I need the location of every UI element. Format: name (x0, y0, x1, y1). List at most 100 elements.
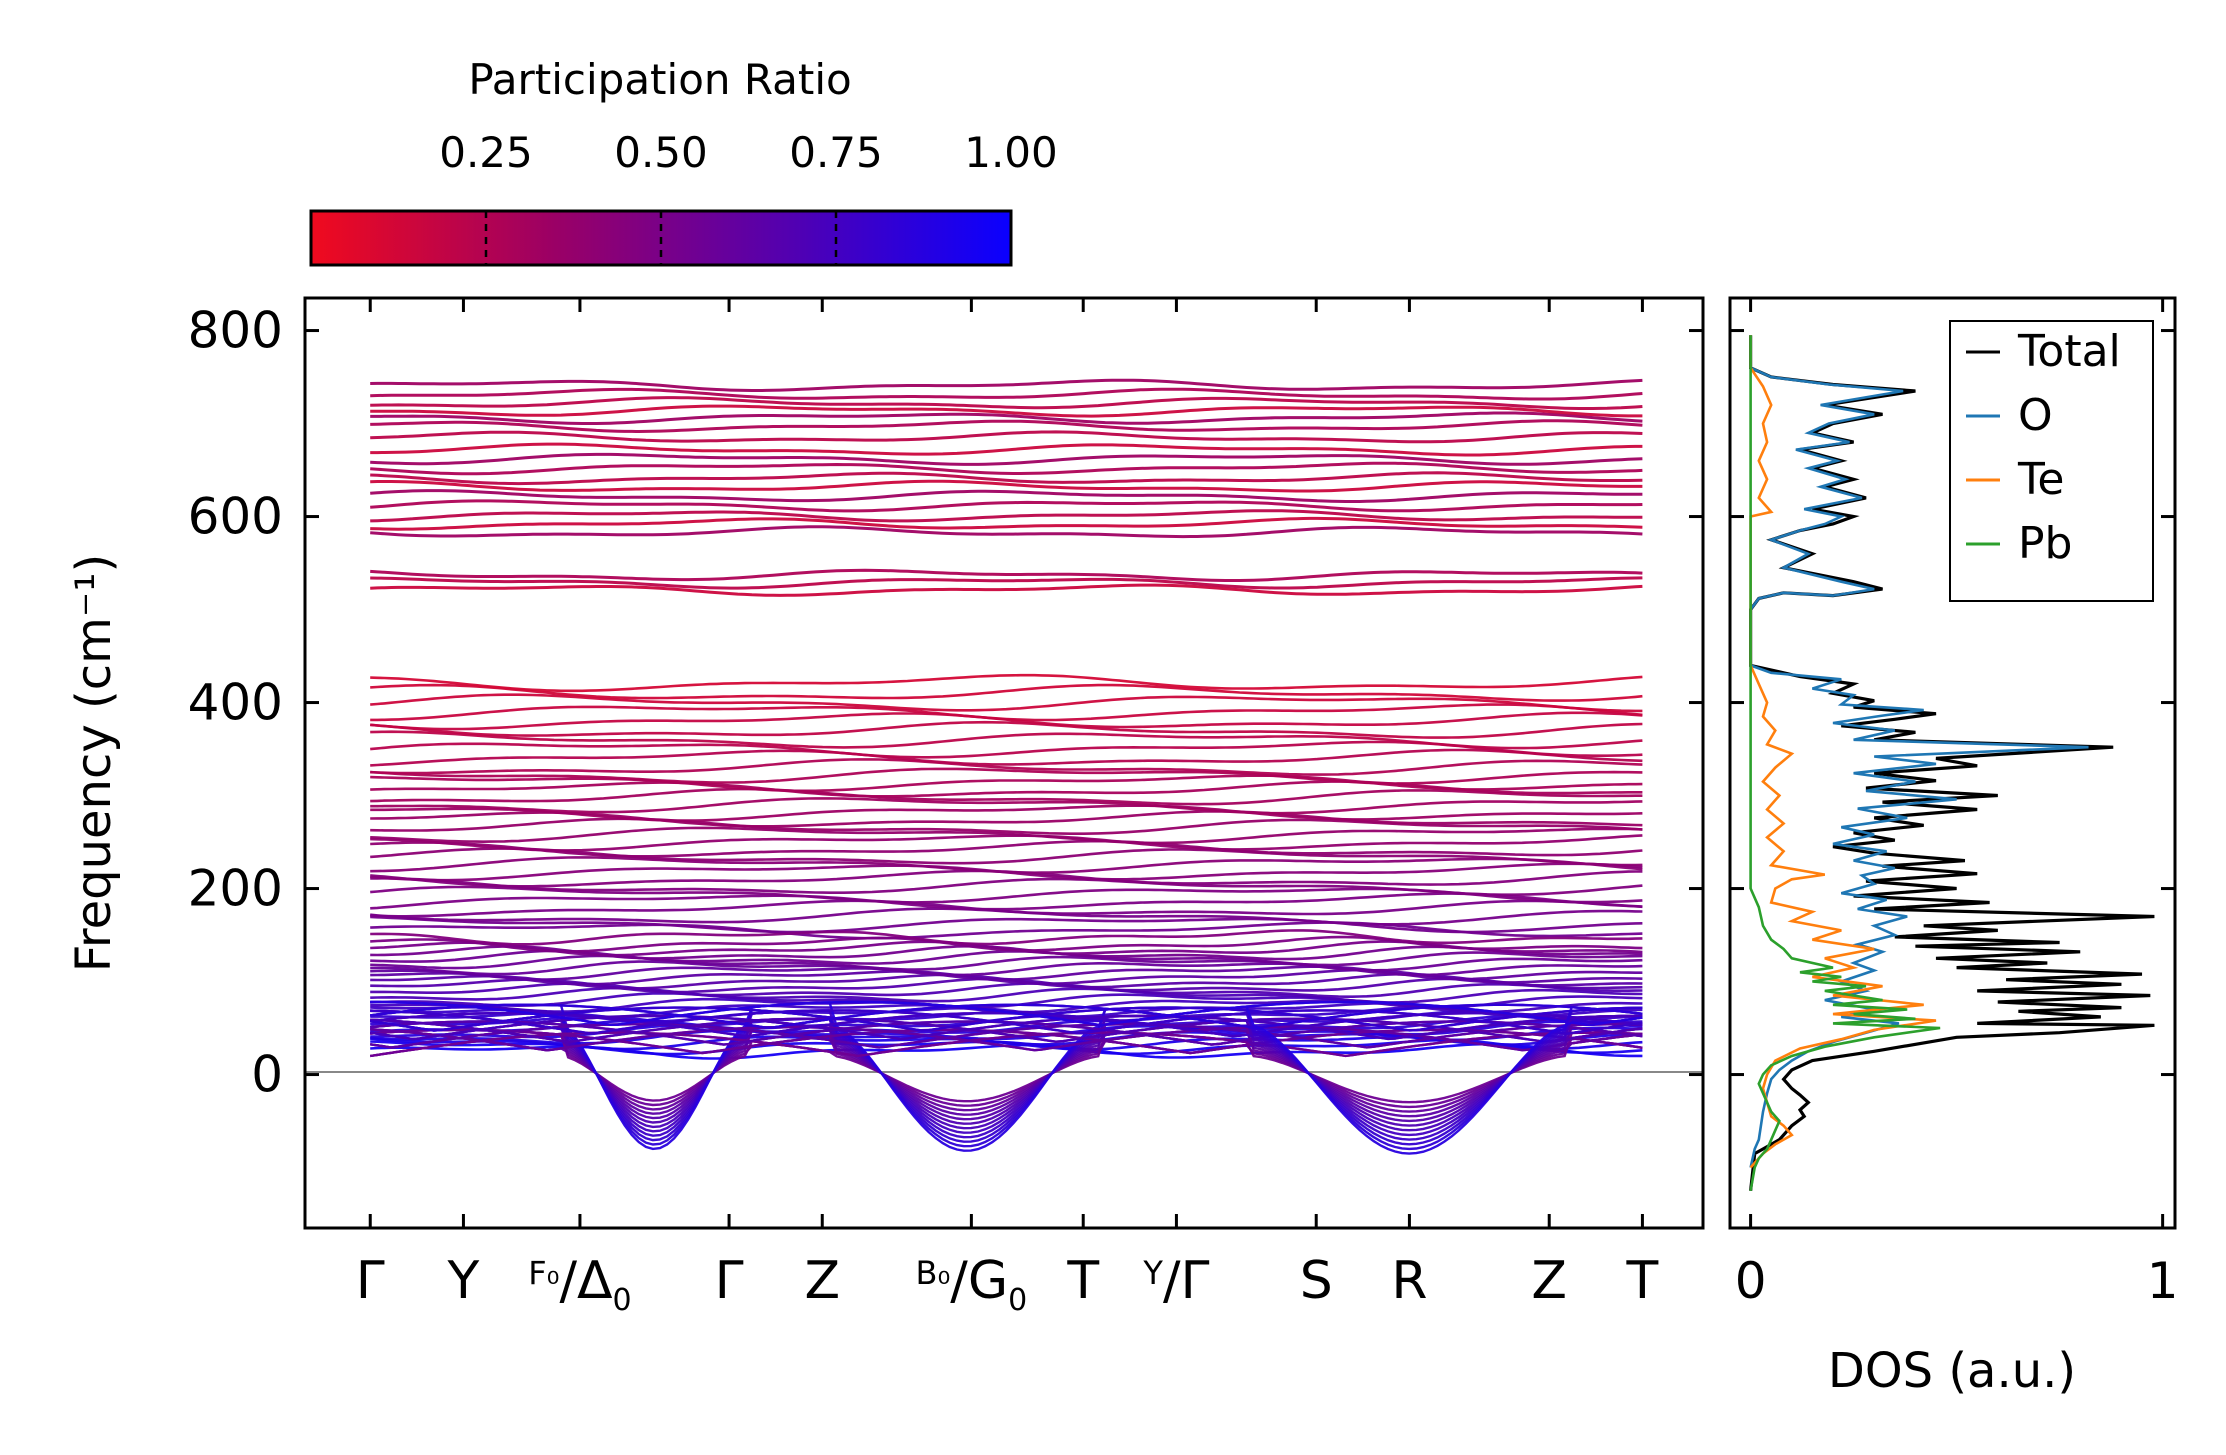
band-axes-frame (303, 296, 1705, 1230)
k-point-label: B₀/G0 (916, 1251, 1028, 1318)
dos-axis-label: DOS (a.u.) (1828, 1343, 2076, 1399)
band-line (370, 856, 1643, 875)
band-line (370, 568, 1643, 582)
band-line (370, 471, 1643, 486)
dos-curves (1749, 335, 2155, 1192)
band-line (370, 965, 1643, 981)
band-line (370, 876, 1643, 896)
band-line (370, 516, 1643, 531)
band-line (370, 673, 1643, 693)
k-point-label: Γ (715, 1251, 744, 1311)
band-line (370, 711, 1643, 731)
legend-label: Total (2017, 326, 2121, 377)
band-line (370, 452, 1643, 466)
band-line (370, 576, 1643, 590)
legend-label: Te (2017, 454, 2064, 505)
y-tick-label: 600 (188, 488, 283, 546)
band-line (370, 509, 1643, 523)
band-line (370, 892, 1643, 911)
band-line (370, 1000, 1643, 1155)
band-line (370, 489, 1643, 503)
band-line (370, 787, 1643, 806)
y-tick-label: 0 (251, 1046, 283, 1104)
band-line (370, 683, 1643, 702)
band-line (370, 839, 1643, 858)
k-point-label: Γ (356, 1251, 385, 1311)
band-line (370, 419, 1643, 434)
band-line (370, 479, 1643, 493)
colorbar: Participation Ratio 0.25 0.50 0.75 1.00 (309, 55, 1058, 267)
band-line (370, 797, 1643, 815)
frequency-axis-ticks: 0 200 400 600 800 (188, 302, 1703, 1104)
k-point-label: S (1300, 1251, 1333, 1311)
band-line (370, 703, 1643, 722)
colorbar-tick-label: 0.75 (789, 128, 883, 177)
band-line (370, 847, 1643, 867)
band-line (370, 929, 1643, 946)
band-line (370, 1003, 1643, 1151)
band-line (370, 411, 1643, 425)
colorbar-tick-label: 1.00 (964, 128, 1058, 177)
k-point-label: T (1066, 1251, 1099, 1311)
dos-line-pb (1749, 335, 1941, 1192)
band-line (370, 817, 1643, 835)
band-line (370, 583, 1643, 597)
frequency-axis-label: Frequency (cm⁻¹) (66, 554, 122, 972)
k-point-label: T (1626, 1251, 1659, 1311)
band-line (370, 960, 1643, 977)
k-point-label: Z (804, 1251, 840, 1311)
band-line (370, 1009, 1643, 1141)
k-point-label: Z (1531, 1251, 1567, 1311)
dos-legend: Total O Te Pb (1949, 320, 2154, 602)
band-line (370, 387, 1643, 401)
band-line (370, 826, 1643, 845)
band-line (370, 430, 1643, 444)
band-line (370, 758, 1643, 776)
band-line (370, 525, 1643, 539)
band-line (370, 720, 1643, 739)
y-tick-label: 800 (188, 302, 283, 360)
band-line (370, 499, 1643, 513)
band-line (370, 442, 1643, 457)
dos-line-total (1749, 335, 2155, 1191)
band-line (370, 748, 1643, 767)
band-line (370, 396, 1643, 410)
band-line (370, 461, 1643, 476)
dos-x-tick-label: 0 (1735, 1252, 1767, 1310)
colorbar-tick-label: 0.25 (439, 128, 533, 177)
band-line (370, 774, 1643, 793)
k-point-label: R (1391, 1251, 1427, 1311)
band-line (370, 404, 1643, 418)
dos-axes-frame (1728, 296, 2177, 1230)
band-line (370, 1012, 1643, 1137)
band-line (370, 693, 1643, 713)
k-path-ticks: Γ Y F₀/Δ0 Γ Z B₀/G0 T Y/Γ S R Z T (356, 298, 1659, 1318)
band-line (370, 915, 1643, 934)
dos-x-tick-label: 1 (2147, 1252, 2179, 1310)
band-line (370, 767, 1643, 785)
legend-label: Pb (2018, 518, 2072, 569)
phonon-bands (370, 378, 1643, 1155)
band-line (370, 1014, 1643, 1132)
band-line (370, 986, 1643, 1004)
band-line (370, 378, 1643, 392)
band-line (370, 804, 1643, 822)
legend-frame (1949, 320, 2154, 602)
band-line (370, 1025, 1643, 1113)
k-point-label: F₀/Δ0 (528, 1251, 631, 1318)
band-line (370, 1006, 1643, 1146)
y-tick-label: 200 (188, 860, 283, 918)
band-line (370, 834, 1643, 852)
legend-label: O (2018, 390, 2053, 441)
band-line (370, 730, 1643, 750)
colorbar-label: Participation Ratio (468, 55, 851, 104)
band-line (370, 1017, 1643, 1127)
colorbar-ticks: 0.25 0.50 0.75 1.00 (439, 128, 1058, 265)
colorbar-tick-label: 0.50 (614, 128, 708, 177)
dos-line-o (1749, 335, 2089, 1168)
k-point-label: Y (447, 1251, 480, 1311)
